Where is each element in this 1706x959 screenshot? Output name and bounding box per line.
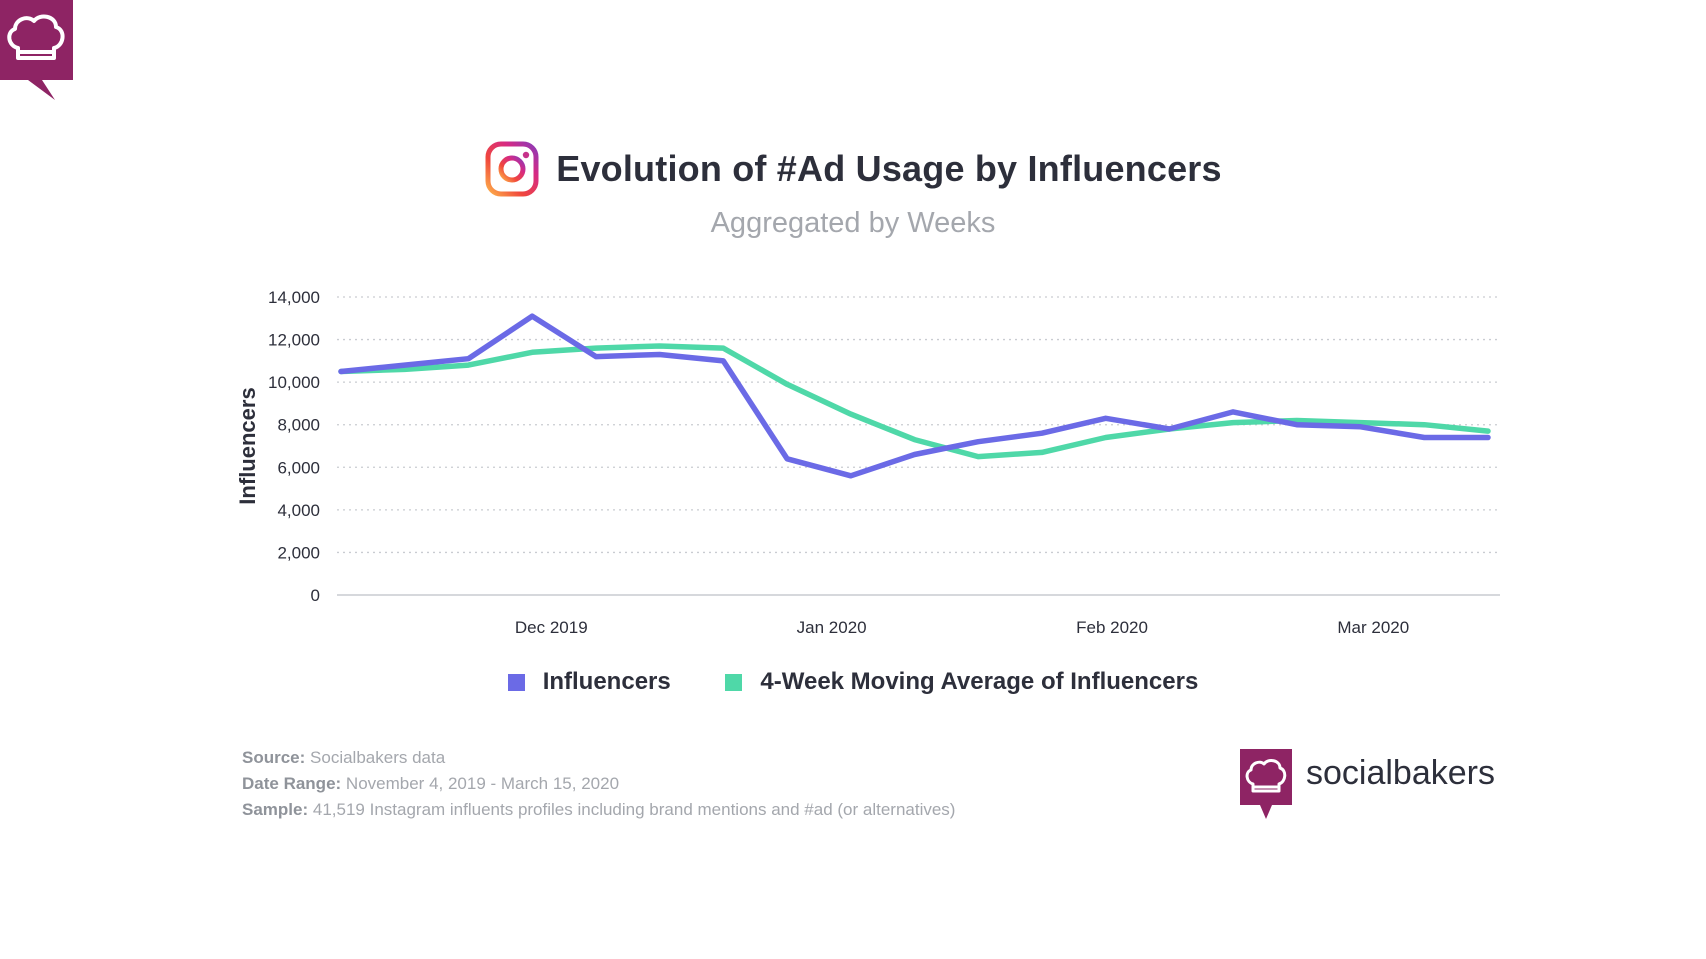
y-tick-label-8000: 8,000 <box>277 416 320 435</box>
y-axis-title: Influencers <box>235 387 260 504</box>
y-tick-label-0: 0 <box>311 586 320 605</box>
footer-source: Source: Socialbakers data <box>242 745 955 771</box>
series-line-influencers <box>338 313 1491 479</box>
source-value: Socialbakers data <box>310 748 446 767</box>
legend-item-influencers: Influencers <box>507 668 671 696</box>
footer-sample: Sample: 41,519 Instagram influents profi… <box>242 797 955 823</box>
legend: Influencers 4-Week Moving Average of Inf… <box>0 668 1706 698</box>
y-tick-label-4000: 4,000 <box>277 501 320 520</box>
y-tick-label-10000: 10,000 <box>268 373 320 392</box>
source-label: Source: <box>242 748 306 767</box>
legend-swatch-influencers <box>507 673 525 691</box>
footer-notes: Source: Socialbakers data Date Range: No… <box>242 745 955 823</box>
brand-name: socialbakers <box>1306 753 1495 792</box>
x-tick-label: Dec 2019 <box>515 618 588 637</box>
sample-value: 41,519 Instagram influents profiles incl… <box>312 800 956 819</box>
y-tick-label-14000: 14,000 <box>268 288 320 307</box>
range-label: Date Range: <box>242 774 342 793</box>
instagram-icon <box>485 141 539 197</box>
y-tick-label-12000: 12,000 <box>268 331 320 350</box>
legend-item-moving-average: 4-Week Moving Average of Influencers <box>725 668 1198 696</box>
sample-label: Sample: <box>242 800 309 819</box>
range-value: November 4, 2019 - March 15, 2020 <box>345 774 620 793</box>
title-block: Evolution of #Ad Usage by Influencers <box>0 140 1706 203</box>
corner-logo <box>0 0 73 100</box>
y-tick-label-6000: 6,000 <box>277 458 320 477</box>
x-tick-label: Feb 2020 <box>1076 618 1148 637</box>
series-line-moving-average <box>338 343 1491 460</box>
x-tick-label: Mar 2020 <box>1337 618 1409 637</box>
legend-label-influencers: Influencers <box>542 668 671 695</box>
socialbakers-logo-icon <box>1240 749 1292 819</box>
chart-subtitle: Aggregated by Weeks <box>710 207 996 239</box>
legend-swatch-moving-average <box>725 673 743 691</box>
socialbakers-logo: socialbakers <box>1240 749 1495 819</box>
x-tick-label: Jan 2020 <box>797 618 867 637</box>
y-tick-label-2000: 2,000 <box>277 543 320 562</box>
footer-date-range: Date Range: November 4, 2019 - March 15,… <box>242 771 955 797</box>
legend-label-moving-average: 4-Week Moving Average of Influencers <box>760 668 1199 695</box>
chart-title: Evolution of #Ad Usage by Influencers <box>556 148 1222 189</box>
